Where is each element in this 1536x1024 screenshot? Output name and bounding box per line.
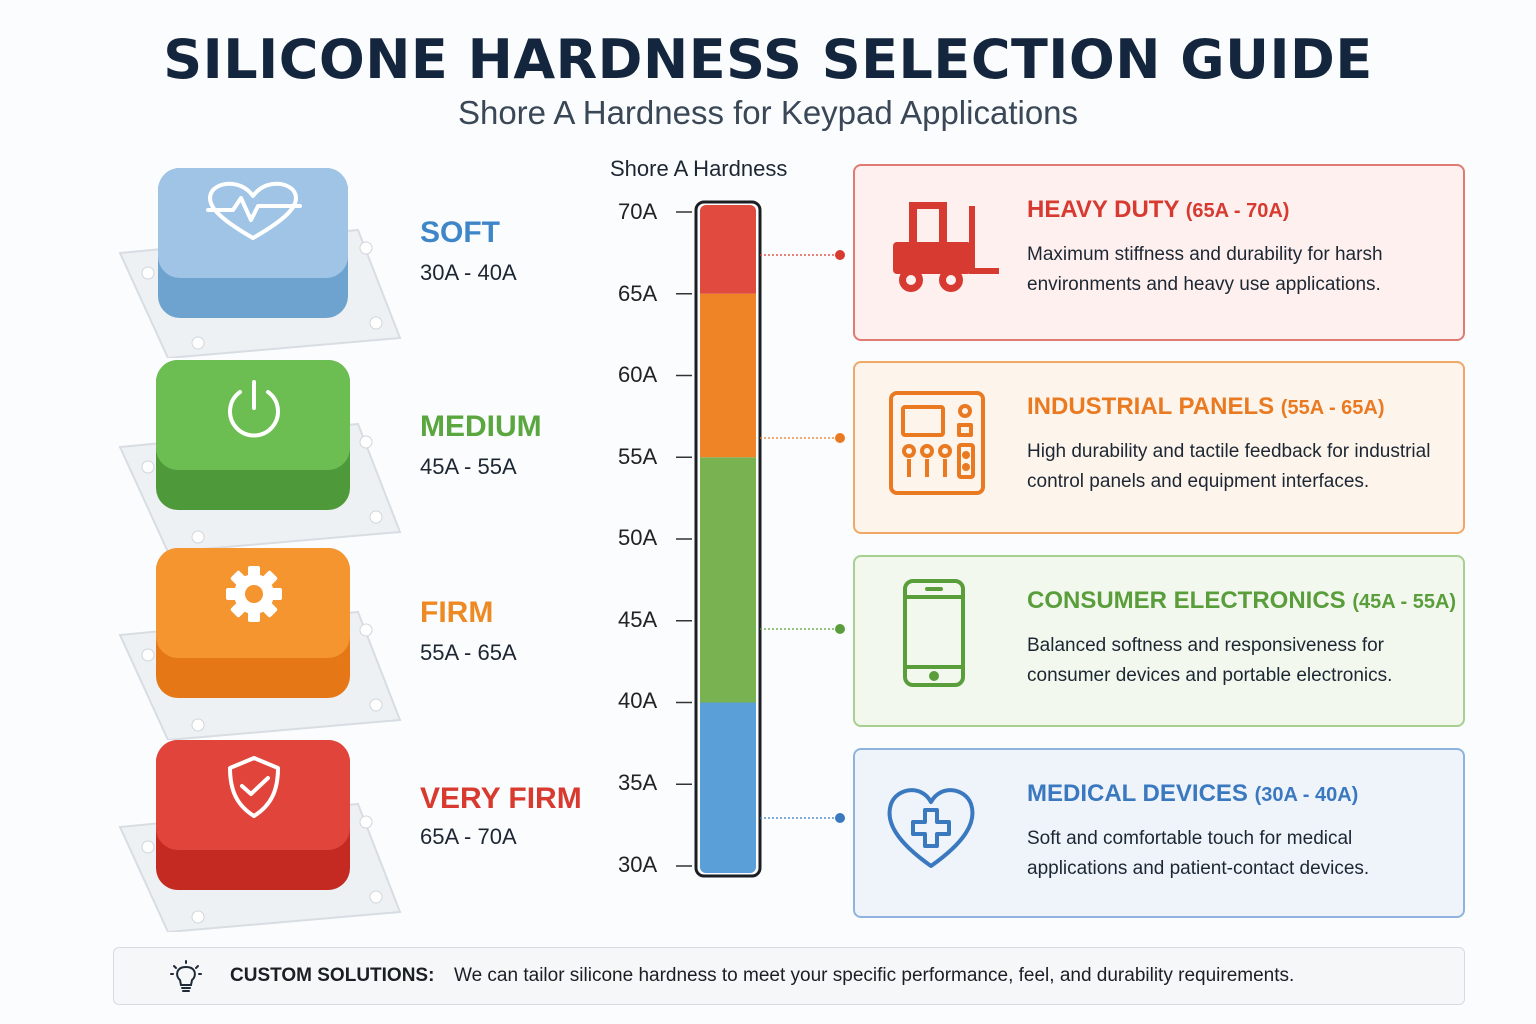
card-industrial-panels-desc: High durability and tactile feedback for…: [1027, 441, 1431, 492]
card-consumer-electronics: CONSUMER ELECTRONICS (45A - 55A) Balance…: [853, 555, 1465, 727]
scale-frame: [694, 200, 762, 878]
tick-60a: 60A: [618, 362, 658, 387]
scale-band-40-55: [700, 457, 756, 703]
card-medical-devices-desc: Soft and comfortable touch for medical a…: [1027, 828, 1370, 879]
control-panel-icon: [889, 391, 985, 495]
card-medical-devices-range: (30A - 40A): [1254, 784, 1359, 806]
custom-solutions-text: We can tailor silicone hardness to meet …: [454, 965, 1295, 986]
level-firm-name: FIRM: [420, 596, 494, 629]
page-title: SILICONE HARDNESS SELECTION GUIDE: [163, 28, 1373, 91]
card-heavy-duty-range: (65A - 70A): [1185, 200, 1290, 222]
gear-icon: [226, 566, 282, 622]
soft-keypad: [108, 158, 408, 358]
very-firm-keypad: [108, 732, 408, 932]
tick-50a: 50A: [618, 525, 658, 550]
card-industrial-panels-title: INDUSTRIAL PANELS: [1027, 393, 1275, 420]
card-heavy-duty: HEAVY DUTY (65A - 70A) Maximum stiffness…: [853, 164, 1465, 341]
heart-pulse-icon: [206, 181, 302, 240]
level-very-firm-name: VERY FIRM: [420, 782, 582, 815]
card-consumer-electronics-desc: Balanced softness and responsiveness for…: [1027, 635, 1393, 686]
card-heavy-duty-title: HEAVY DUTY: [1027, 196, 1180, 223]
smartphone-icon: [903, 579, 965, 687]
power-icon: [228, 380, 280, 438]
tick-35a: 35A: [618, 770, 658, 795]
connectors: [760, 250, 845, 823]
card-medical-devices: MEDICAL DEVICES (30A - 40A) Soft and com…: [853, 748, 1465, 918]
forklift-icon: [893, 202, 999, 292]
lightbulb-icon: [170, 960, 202, 992]
tick-30a: 30A: [618, 852, 658, 877]
tick-40a: 40A: [618, 688, 658, 713]
custom-solutions-label: CUSTOM SOLUTIONS:: [230, 965, 435, 986]
card-industrial-panels-range: (55A - 65A): [1280, 397, 1385, 419]
card-industrial-panels: INDUSTRIAL PANELS (55A - 65A) High durab…: [853, 361, 1465, 534]
scale-band-55-65: [700, 293, 756, 458]
scale-bands: [700, 205, 756, 873]
level-soft-name: SOFT: [420, 216, 500, 249]
card-consumer-electronics-range: (45A - 55A): [1352, 591, 1457, 613]
scale-band-30-40: [700, 702, 756, 873]
scale-band-65-70: [700, 205, 756, 294]
page-subtitle: Shore A Hardness for Keypad Applications: [457, 94, 1079, 131]
shield-check-icon: [228, 756, 280, 818]
tick-65a: 65A: [618, 281, 658, 306]
card-heavy-duty-desc: Maximum stiffness and durability for har…: [1027, 244, 1383, 295]
level-very-firm-range: 65A - 70A: [420, 824, 517, 849]
firm-keypad: [108, 540, 408, 740]
hardness-scale: [676, 200, 762, 878]
custom-solutions-banner: CUSTOM SOLUTIONS: We can tailor silicone…: [113, 947, 1465, 1005]
medium-keypad: [108, 352, 408, 552]
heart-cross-icon: [887, 788, 975, 868]
tick-55a: 55A: [618, 444, 658, 469]
level-medium-name: MEDIUM: [420, 410, 542, 443]
card-medical-devices-title: MEDICAL DEVICES: [1027, 780, 1248, 807]
tick-70a: 70A: [618, 199, 658, 224]
scale-ticks: [676, 211, 692, 867]
tick-45a: 45A: [618, 607, 658, 632]
level-firm-range: 55A - 65A: [420, 640, 517, 665]
level-medium-range: 45A - 55A: [420, 454, 517, 479]
card-consumer-electronics-title: CONSUMER ELECTRONICS: [1027, 587, 1346, 614]
scale-title: Shore A Hardness: [610, 156, 788, 181]
level-soft-range: 30A - 40A: [420, 260, 517, 285]
